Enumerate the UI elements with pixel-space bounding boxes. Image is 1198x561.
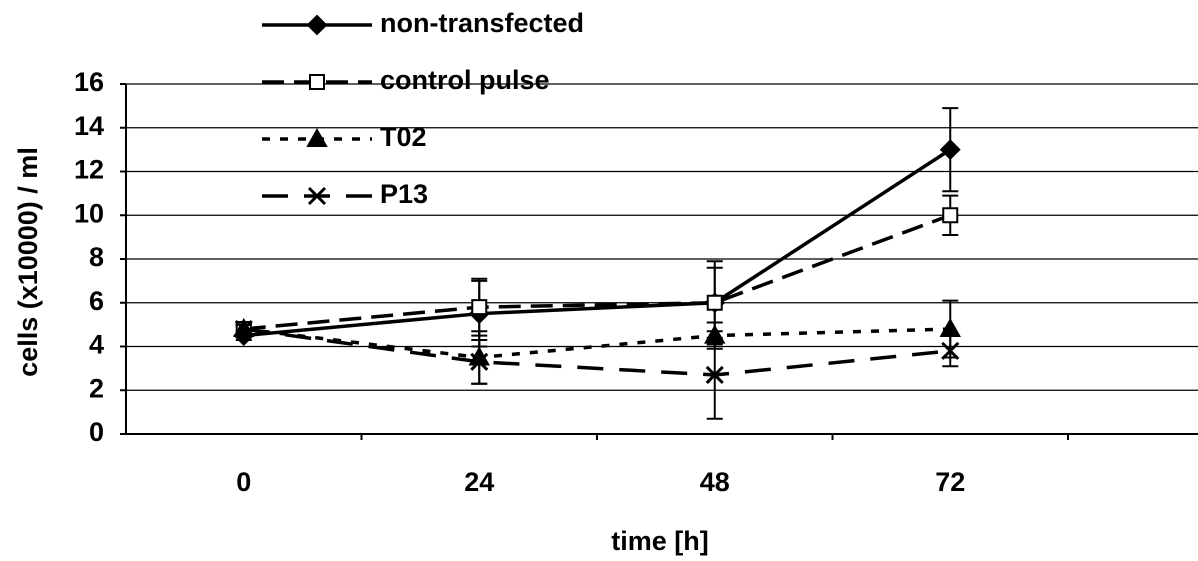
legend-label: control pulse xyxy=(380,65,550,95)
legend-label: non-transfected xyxy=(380,8,584,38)
legend-marker xyxy=(306,14,328,36)
legend-marker xyxy=(306,127,328,147)
y-tick-label: 16 xyxy=(74,67,104,97)
y-tick-label: 0 xyxy=(89,417,104,447)
data-point xyxy=(471,299,488,316)
y-tick-label: 8 xyxy=(89,242,104,272)
y-tick-label: 12 xyxy=(74,155,104,185)
y-tick-label: 2 xyxy=(89,373,104,403)
data-point xyxy=(705,365,724,384)
legend-marker xyxy=(307,186,327,206)
y-tick-label: 14 xyxy=(74,111,104,141)
legend-label: P13 xyxy=(380,179,428,209)
data-point xyxy=(939,139,961,161)
data-point xyxy=(234,319,253,339)
data-point xyxy=(942,207,959,224)
x-tick-label: 48 xyxy=(700,467,730,497)
data-point xyxy=(470,352,489,371)
data-point xyxy=(941,341,960,360)
y-tick-label: 6 xyxy=(89,286,104,316)
series-line xyxy=(243,148,952,338)
y-tick-label: 4 xyxy=(89,330,104,360)
series-line xyxy=(243,327,951,377)
legend-label: T02 xyxy=(380,122,427,152)
y-tick-label: 10 xyxy=(74,198,104,228)
legend-marker xyxy=(309,74,325,90)
series-line xyxy=(243,213,951,331)
x-axis-label: time [h] xyxy=(611,526,709,556)
y-axis-label: cells (x10000) / ml xyxy=(13,147,43,377)
x-tick-label: 24 xyxy=(464,467,494,497)
x-tick-label: 72 xyxy=(935,467,965,497)
x-tick-label: 0 xyxy=(236,467,251,497)
data-point xyxy=(706,294,723,311)
